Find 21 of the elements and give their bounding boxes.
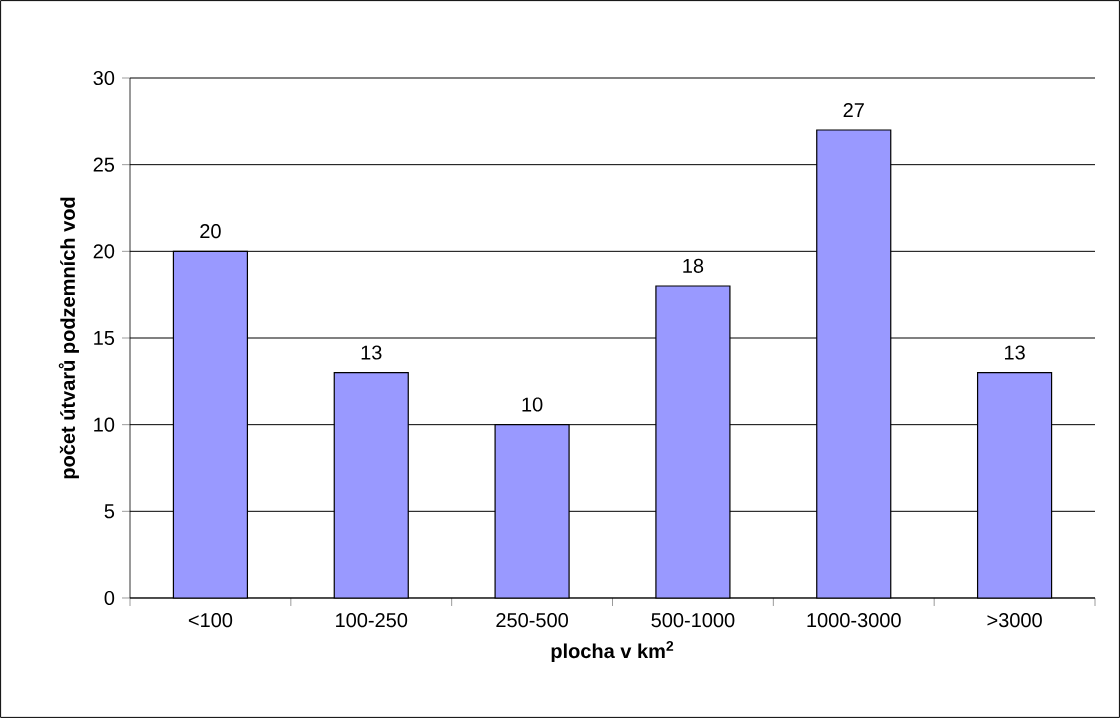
y-tick-label: 30 (93, 70, 115, 86)
y-tick-label: 0 (104, 590, 115, 606)
y-tick-label: 20 (93, 244, 115, 259)
x-axis-title: plocha v km$^{2}$ (551, 640, 674, 663)
data-label: 13 (361, 345, 382, 360)
x-tick-label: 1000-3000 (807, 613, 901, 628)
x-tick-label: 250-500 (496, 613, 568, 628)
y-axis-title: počet útvarů podzemních vod (58, 197, 79, 479)
x-tick-label: 100-250 (336, 613, 408, 628)
data-label: 18 (683, 258, 704, 273)
data-label: 13 (1005, 345, 1025, 360)
y-tick-label: 10 (94, 417, 115, 432)
y-tick-label: 5 (104, 504, 115, 519)
y-tick-label: 25 (93, 157, 115, 172)
x-tick-label: 500-1000 (651, 613, 735, 628)
x-tick-label: <100 (188, 613, 233, 628)
x-tick-label: >3000 (987, 613, 1042, 628)
data-label: 10 (522, 397, 543, 412)
data-label: 20 (200, 224, 221, 239)
y-tick-label: 15 (94, 331, 115, 345)
data-label: 27 (843, 102, 864, 117)
